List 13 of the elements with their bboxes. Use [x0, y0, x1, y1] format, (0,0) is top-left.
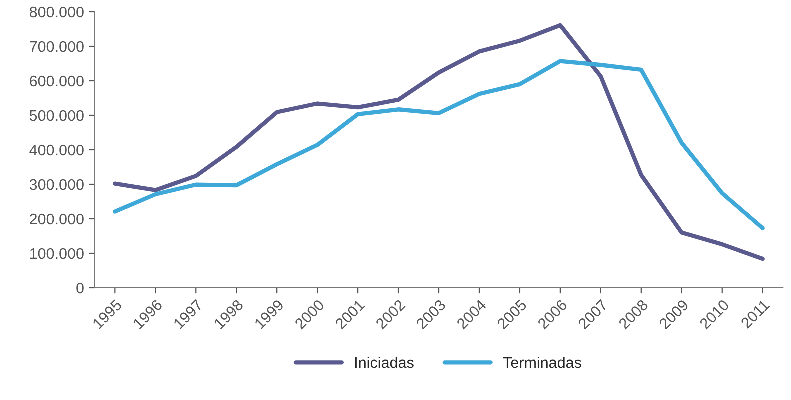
y-tick-label: 200.000: [30, 214, 84, 225]
y-tick-label: 500.000: [30, 110, 84, 122]
legend-label: Iniciadas: [356, 356, 414, 368]
y-tick-label: 0: [76, 282, 84, 294]
line-series: [113, 59, 765, 230]
y-tick-label: 400.000: [30, 144, 84, 156]
y-tick-label: 300.000: [30, 179, 84, 190]
line-series: [113, 23, 765, 262]
y-tick-label: 600.000: [30, 76, 84, 87]
y-tick-label: 800.000: [30, 6, 84, 18]
y-tick-label: 100.000: [30, 248, 84, 260]
legend-label: Terminadas: [503, 356, 582, 368]
y-tick-label: 700.000: [30, 41, 84, 52]
